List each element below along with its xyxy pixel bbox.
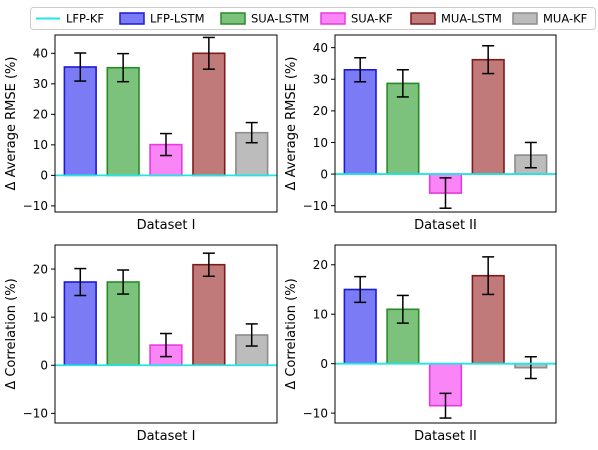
chart-panel-4: −10 0 10 20 Dataset II Δ Correlation (%)	[284, 244, 557, 444]
y-tick-label: 20	[313, 104, 328, 118]
y-tick-label: 0	[320, 167, 328, 181]
y-tick-label: 30	[33, 77, 48, 91]
bar-sua-lstm	[106, 281, 140, 366]
y-tick-label: 20	[33, 262, 48, 276]
error-bar-lfp-lstm	[74, 52, 87, 82]
legend-frame	[30, 7, 596, 30]
y-tick-label: 10	[33, 310, 48, 324]
bar-mua-lstm	[192, 263, 226, 367]
legend-item-sua-kf: SUA-KF	[320, 12, 393, 26]
legend-item-lfp-kf: LFP-KF	[36, 12, 104, 26]
y-tick-label: 20	[313, 258, 328, 272]
axes-frame	[334, 34, 557, 213]
y-tick-label: −10	[23, 199, 48, 213]
bar-lfp-lstm	[63, 66, 97, 177]
chart-panel-2: −10 0 10 20 30 40 Dataset II Δ Average RMSE (%)	[284, 34, 557, 233]
error-bar-mua-lstm	[202, 252, 215, 278]
error-bar-mua-lstm	[482, 256, 495, 296]
error-bar-sua-kf	[439, 392, 452, 419]
legend-item-lfp-lstm: LFP-LSTM	[119, 12, 205, 26]
error-bar-mua-kf	[245, 121, 258, 144]
legend-label-mua-kf: MUA-KF	[543, 12, 587, 26]
error-bar-sua-lstm	[396, 69, 409, 98]
legend-item-mua-lstm: MUA-LSTM	[410, 12, 502, 26]
x-axis-label: Dataset II	[414, 429, 477, 444]
error-bar-sua-lstm	[117, 52, 130, 83]
y-tick-label: 0	[40, 169, 48, 183]
legend-item-sua-lstm: SUA-LSTM	[220, 12, 309, 26]
chart-panel-3: −10 0 10 20 Dataset I Δ Correlation (%)	[4, 244, 278, 444]
y-axis-label: Δ Correlation (%)	[284, 278, 299, 389]
legend-swatch-sua-lstm	[220, 12, 246, 25]
y-tick-label: −10	[23, 407, 48, 421]
error-bar-sua-lstm	[396, 294, 409, 324]
x-axis-label: Dataset I	[137, 218, 196, 233]
error-bar-lfp-lstm	[74, 267, 87, 297]
legend-label-mua-lstm: MUA-LSTM	[441, 12, 502, 26]
legend-label-lfp-kf: LFP-KF	[66, 12, 104, 26]
y-tick-label: −10	[303, 406, 328, 420]
axes-frame	[54, 244, 278, 424]
y-tick-label: −10	[303, 199, 328, 213]
legend-label-sua-kf: SUA-KF	[351, 12, 393, 26]
error-bar-lfp-lstm	[354, 57, 367, 83]
legend-label-lfp-lstm: LFP-LSTM	[150, 12, 205, 26]
y-tick-label: 0	[320, 357, 328, 371]
legend-label-sua-lstm: SUA-LSTM	[251, 12, 309, 26]
legend-swatch-lfp-lstm	[119, 12, 145, 25]
legend: LFP-KF LFP-LSTM SUA-LSTM SUA-KF MUA-LSTM MUA-…	[30, 7, 596, 30]
error-bar-mua-kf	[524, 355, 537, 380]
y-axis-label: Δ Average RMSE (%)	[4, 57, 19, 191]
error-bar-mua-lstm	[482, 44, 495, 75]
y-tick-label: 10	[313, 136, 328, 150]
bar-sua-kf	[428, 362, 463, 407]
error-bar-mua-lstm	[202, 36, 215, 70]
error-bar-sua-kf	[439, 177, 452, 209]
y-axis-label: Δ Average RMSE (%)	[284, 57, 299, 191]
axes-frame	[334, 244, 557, 424]
bar-lfp-lstm	[343, 69, 377, 175]
x-axis-label: Dataset I	[137, 429, 196, 444]
legend-swatch-mua-lstm	[410, 12, 436, 25]
bar-sua-lstm	[386, 82, 420, 175]
y-tick-label: 10	[313, 308, 328, 322]
legend-swatch-sua-kf	[320, 12, 346, 25]
error-bar-sua-lstm	[117, 269, 130, 295]
bar-mua-lstm	[192, 52, 226, 177]
y-tick-label: 20	[33, 108, 48, 122]
error-bar-mua-kf	[524, 141, 537, 169]
error-bar-mua-kf	[245, 323, 258, 347]
x-axis-label: Dataset II	[414, 218, 477, 233]
error-bar-sua-kf	[160, 332, 172, 358]
bar-sua-lstm	[106, 66, 140, 177]
y-tick-label: 0	[40, 359, 48, 373]
chart-panel-1: −10 0 10 20 30 40 Dataset I Δ Average RMSE (%)	[4, 34, 278, 233]
error-bar-lfp-lstm	[354, 275, 367, 304]
legend-swatch-mua-kf	[512, 12, 538, 25]
error-bar-sua-kf	[160, 132, 172, 157]
y-tick-label: 40	[313, 41, 328, 55]
y-tick-label: 40	[33, 47, 48, 61]
legend-item-mua-kf: MUA-KF	[512, 12, 587, 26]
y-tick-label: 30	[313, 73, 328, 87]
y-axis-label: Δ Correlation (%)	[4, 278, 19, 389]
bar-mua-lstm	[471, 58, 505, 175]
axes-frame	[54, 34, 278, 213]
y-tick-label: 10	[33, 138, 48, 152]
